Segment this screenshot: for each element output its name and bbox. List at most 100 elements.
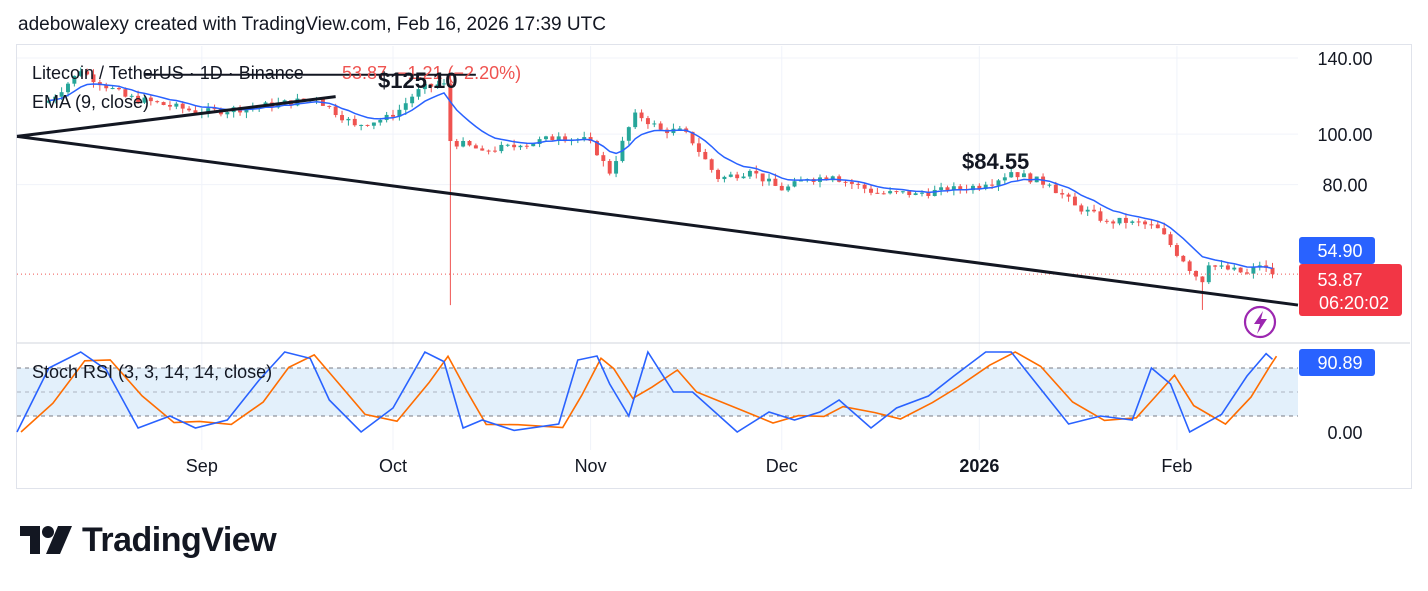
candle-body [1111, 221, 1116, 224]
candle [645, 115, 650, 129]
candle-body [1270, 267, 1275, 275]
candle-body [333, 106, 338, 116]
candle-body [391, 114, 395, 117]
candle [410, 93, 415, 108]
candle-body [849, 181, 854, 184]
candle [696, 137, 701, 157]
candle [1009, 167, 1014, 178]
candle-body [1162, 228, 1167, 235]
candle-body [786, 186, 791, 191]
candle [467, 140, 472, 147]
legend-symbol[interactable]: Litecoin / TetherUS · 1D · Binance [32, 63, 304, 83]
candle-body [1206, 265, 1211, 283]
candle-body [792, 181, 797, 187]
candle-body [594, 141, 599, 156]
candle [1060, 189, 1065, 199]
candle-body [378, 120, 383, 123]
candle-body [582, 137, 587, 140]
candle [741, 173, 746, 179]
candle-body [365, 124, 370, 126]
candle-body [512, 144, 517, 148]
candle-body [531, 143, 536, 147]
candle-body [327, 105, 332, 107]
candle [1047, 183, 1052, 188]
candle [543, 135, 548, 142]
price-chart[interactable]: 140.00 100.00 80.00 Sep Oct Nov Dec 2026 Feb 0.00… [0, 0, 1428, 500]
candle-body [824, 177, 829, 181]
candle [486, 149, 491, 155]
candle [939, 182, 944, 196]
tradingview-logo[interactable]: TradingView [20, 520, 277, 560]
candle [499, 141, 504, 154]
candle-body [652, 123, 657, 125]
candle-body [1200, 276, 1205, 283]
candle-body [148, 97, 153, 102]
candle [900, 190, 905, 194]
candle-body [920, 192, 924, 194]
candle-body [371, 122, 376, 126]
candle [563, 133, 568, 143]
alert-icon[interactable] [1243, 305, 1277, 339]
candle-body [505, 144, 510, 146]
candle-body [735, 174, 740, 179]
candle [129, 93, 134, 99]
candle-body [359, 124, 364, 126]
candle [760, 173, 765, 187]
candle-body [1021, 173, 1026, 178]
candle [747, 169, 752, 179]
candle-body [830, 176, 835, 181]
candle [110, 86, 115, 90]
candle-body [1117, 217, 1122, 224]
candle-body [843, 181, 848, 183]
candle [518, 144, 523, 150]
candle-body [1130, 221, 1135, 223]
candle-body [1187, 261, 1192, 271]
candle [881, 190, 886, 195]
candle [837, 174, 842, 183]
candle [607, 158, 612, 176]
candle [792, 177, 797, 188]
legend-ema[interactable]: EMA (9, close) [32, 92, 149, 112]
candle-body [626, 127, 631, 141]
candle-body [900, 191, 905, 193]
candle-body [91, 74, 96, 83]
candle-body [1053, 184, 1058, 194]
candle-body [136, 95, 141, 103]
candle-body [614, 161, 619, 174]
candle-body [416, 89, 421, 97]
candle [894, 190, 899, 195]
time-tick-label: Dec [766, 456, 798, 476]
candle-body [977, 185, 982, 189]
candle-body [1168, 234, 1173, 246]
candle-body [422, 83, 427, 90]
candle [1021, 169, 1026, 178]
candle [1162, 222, 1167, 235]
candle [346, 117, 351, 126]
candle-body [59, 92, 64, 97]
candle-body [990, 184, 995, 186]
candle [690, 131, 695, 146]
candle-body [467, 140, 472, 146]
candle [1002, 173, 1007, 185]
price-tick-label: 80.00 [1322, 176, 1367, 196]
candle-body [1015, 172, 1020, 178]
candle [652, 120, 657, 128]
candle-body [180, 103, 185, 109]
candle [1111, 219, 1116, 229]
candle-body [1123, 217, 1128, 223]
candle-body [340, 115, 345, 121]
candle [1130, 220, 1135, 225]
ema-price-badge: 54.90 [1299, 237, 1375, 264]
candle [1245, 268, 1249, 275]
candle-body [53, 96, 58, 101]
candle [786, 184, 791, 193]
chart-frame [16, 44, 1412, 489]
candle-body [798, 180, 803, 182]
candle [1092, 204, 1097, 213]
legend-stoch-rsi[interactable]: Stoch RSI (3, 3, 14, 14, close) [32, 362, 272, 382]
candle [658, 121, 663, 131]
stoch-rsi-lines [16, 350, 1278, 434]
candle [932, 185, 937, 197]
candle [155, 100, 160, 104]
candle [862, 183, 867, 194]
